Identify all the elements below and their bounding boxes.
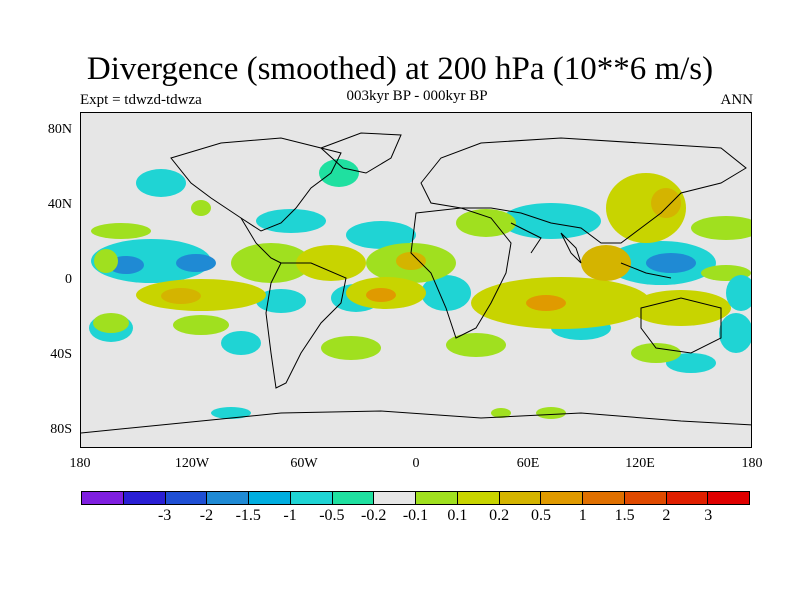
color-bar-cell bbox=[624, 492, 667, 504]
experiment-label: Expt = tdwzd-tdwza bbox=[80, 92, 202, 108]
color-bar-label: 0.2 bbox=[489, 507, 510, 524]
color-bar-label: 3 bbox=[704, 507, 713, 524]
color-bar-label: 2 bbox=[662, 507, 671, 524]
color-bar-label: -1.5 bbox=[235, 507, 261, 524]
color-bar-label: -1 bbox=[283, 507, 297, 524]
lon-label-180e: 180 bbox=[741, 456, 763, 471]
lat-label-40s: 40S bbox=[50, 347, 72, 362]
season-label: ANN bbox=[720, 92, 754, 108]
color-bar-label: -0.2 bbox=[361, 507, 387, 524]
color-bar-cell bbox=[332, 492, 375, 504]
color-bar-cell bbox=[165, 492, 208, 504]
lat-label-40n: 40N bbox=[47, 197, 72, 212]
color-bar-label: 0.1 bbox=[447, 507, 468, 524]
color-bar-cell bbox=[457, 492, 500, 504]
color-bar-cell bbox=[416, 492, 458, 504]
map-panel bbox=[80, 112, 752, 448]
color-bar-label: -2 bbox=[199, 507, 214, 524]
color-bar-cell bbox=[374, 492, 416, 504]
color-bar-label: -0.5 bbox=[319, 507, 345, 524]
divergence-field bbox=[81, 132, 751, 434]
color-bar-cell bbox=[249, 492, 291, 504]
color-bar-cell bbox=[666, 492, 709, 504]
color-bar-cell bbox=[290, 492, 333, 504]
color-bar-label: -3 bbox=[157, 507, 172, 524]
color-bar-label: 1 bbox=[578, 507, 587, 524]
map-subtitle: 003kyr BP - 000kyr BP bbox=[346, 88, 488, 104]
color-bar-cell bbox=[499, 492, 542, 504]
lat-label-eq: 0 bbox=[65, 272, 72, 287]
lon-label-120e: 120E bbox=[625, 456, 655, 471]
lon-label-120w: 120W bbox=[174, 456, 210, 471]
lon-label-0: 0 bbox=[412, 456, 420, 471]
lon-label-60w: 60W bbox=[290, 456, 318, 471]
color-bar-label: 1.5 bbox=[614, 507, 635, 524]
color-bar-cell bbox=[583, 492, 625, 504]
color-bar-cell bbox=[541, 492, 583, 504]
color-bar-cell bbox=[123, 492, 166, 504]
color-bar-label: 0.5 bbox=[530, 507, 551, 524]
lon-label-60e: 60E bbox=[516, 456, 540, 471]
map-title: Divergence (smoothed) at 200 hPa (10**6 … bbox=[86, 51, 714, 87]
color-bar-cell bbox=[82, 492, 124, 504]
divergence-contours bbox=[89, 159, 751, 419]
color-bar-cell bbox=[708, 492, 749, 504]
coastlines bbox=[81, 132, 751, 434]
lat-label-80s: 80S bbox=[50, 422, 72, 437]
lat-label-80n: 80N bbox=[47, 122, 72, 137]
lon-label-180w: 180 bbox=[69, 456, 91, 471]
color-bar bbox=[81, 491, 750, 505]
color-bar-cell bbox=[207, 492, 249, 504]
color-bar-label: -0.1 bbox=[402, 507, 429, 524]
